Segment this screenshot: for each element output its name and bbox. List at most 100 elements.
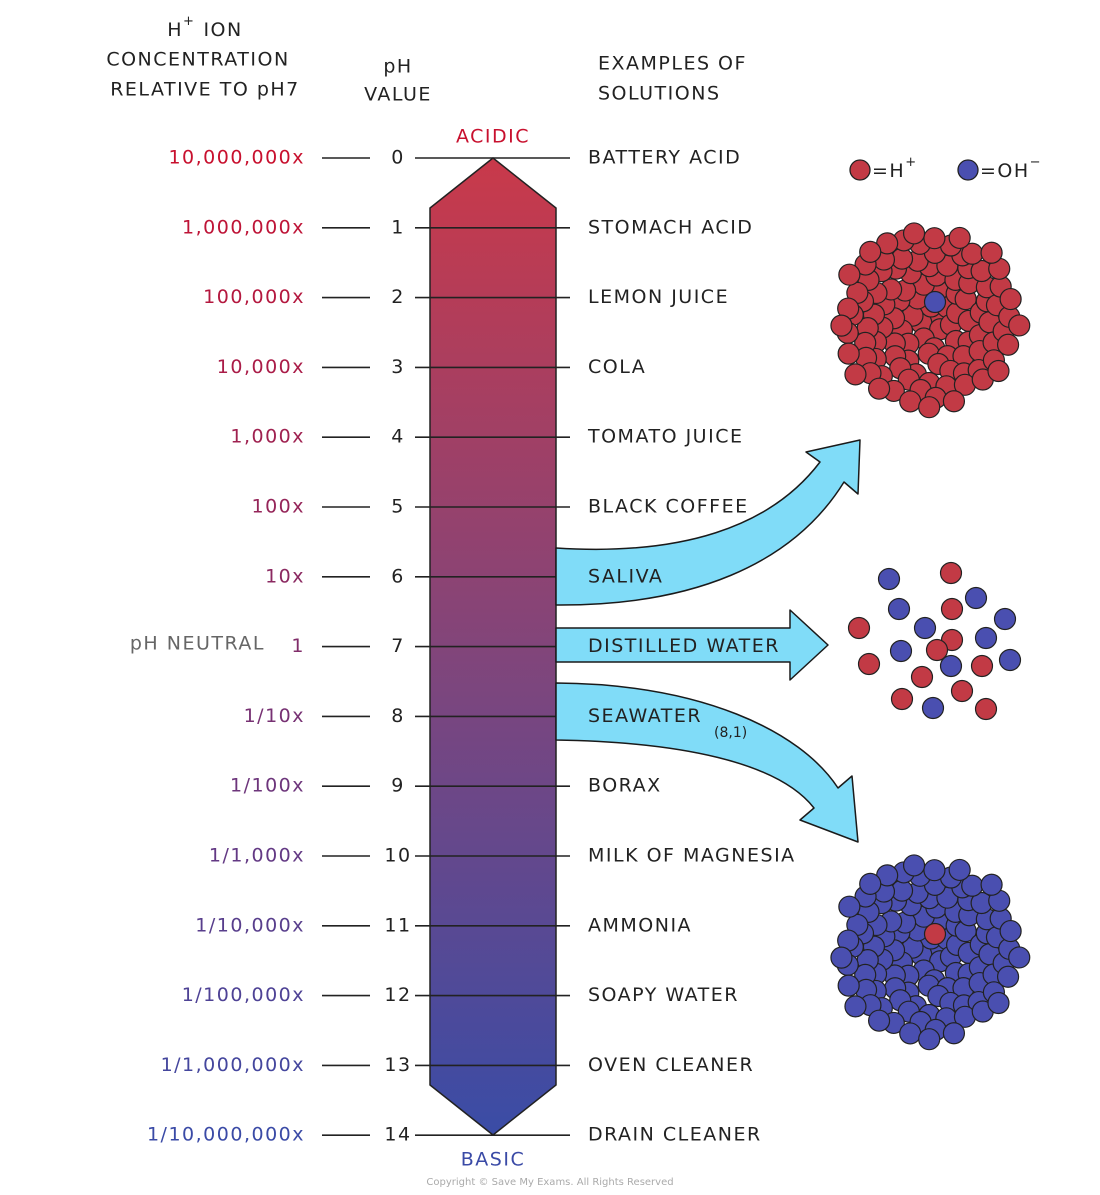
legend-oh-icon (957, 159, 979, 181)
particle (942, 1022, 966, 1045)
particle (999, 287, 1022, 311)
particle (859, 872, 882, 895)
particle (974, 626, 998, 650)
ph-value: 12 (384, 984, 411, 1006)
particle (923, 290, 947, 314)
ph-value: 6 (391, 565, 405, 587)
example: DISTILLED WATER (588, 635, 780, 657)
particle (942, 390, 966, 413)
ph-header-2: VALUE (364, 84, 432, 106)
particle (890, 687, 914, 711)
particle (993, 607, 1017, 631)
legend-oh: =OH− (980, 155, 1042, 182)
example: LEMON JUICE (588, 286, 729, 308)
particle (918, 396, 941, 419)
particle (970, 654, 994, 678)
particle (1008, 314, 1031, 337)
particle (902, 854, 926, 877)
example: DRAIN CLEANER (588, 1124, 762, 1146)
ph-value: 1 (391, 216, 405, 238)
concentration: 1/10x (244, 705, 305, 727)
example: MILK OF MAGNESIA (588, 845, 796, 867)
example: AMMONIA (588, 914, 692, 936)
seawater-note: (8,1) (714, 725, 747, 741)
particle (857, 652, 881, 676)
concentration: 10,000x (217, 356, 305, 378)
ph-value: 5 (391, 496, 405, 518)
particle (918, 1028, 941, 1051)
particle (950, 679, 974, 703)
example: COLA (588, 356, 646, 378)
arrow-acid (555, 439, 861, 606)
particle (939, 561, 963, 585)
ph-value: 9 (391, 775, 405, 797)
concentration: 10,000,000x (168, 147, 305, 169)
particle (913, 616, 937, 640)
concentration: 1,000x (230, 426, 305, 448)
concentration: 1/100x (230, 775, 305, 797)
ph-value: 13 (384, 1054, 411, 1076)
particle (830, 946, 853, 969)
particle (996, 965, 1020, 988)
example: STOMACH ACID (588, 216, 753, 238)
particle (889, 639, 913, 663)
legend-h-text: =H (872, 160, 905, 182)
particle (867, 1009, 891, 1032)
concentration: 1/1,000,000x (161, 1054, 305, 1076)
copyright: Copyright © Save My Exams. All Rights Re… (426, 1177, 673, 1188)
example: BORAX (588, 775, 662, 797)
example: OVEN CLEANER (588, 1054, 754, 1076)
concentration: 1 (291, 635, 305, 657)
ion: ION (203, 19, 242, 41)
legend-h-icon (849, 159, 871, 181)
ph-value: 4 (391, 426, 405, 448)
ph-value: 0 (391, 147, 405, 169)
concentration: 1/1,000x (209, 845, 305, 867)
particle (999, 919, 1022, 943)
ph-value: 10 (384, 845, 411, 867)
particle (844, 363, 867, 386)
example: BATTERY ACID (588, 147, 741, 169)
concentration: 1,000,000x (182, 216, 305, 238)
particle (980, 241, 1003, 264)
ph-value: 14 (384, 1124, 411, 1146)
particle (980, 873, 1003, 896)
basic-label: BASIC (461, 1149, 525, 1171)
particle (923, 859, 946, 882)
particle (948, 226, 971, 250)
particle (910, 665, 934, 689)
particle (974, 697, 998, 721)
neutral-label: pH NEUTRAL (130, 633, 265, 655)
particle (830, 314, 853, 337)
particle (837, 974, 860, 997)
acidic-label: ACIDIC (456, 126, 530, 148)
ph-value: 2 (391, 286, 405, 308)
concentration: 100,000x (203, 286, 305, 308)
particle (964, 586, 988, 610)
particle (844, 995, 867, 1018)
example: SALIVA (588, 565, 663, 587)
concentration: 1/10,000,000x (147, 1124, 305, 1146)
particle (877, 567, 901, 591)
ph-value: 3 (391, 356, 405, 378)
example: TOMATO JUICE (587, 426, 743, 448)
particle (923, 922, 947, 946)
particle (838, 263, 861, 286)
concentration: 100x (251, 496, 305, 518)
particle (1008, 946, 1031, 969)
particle (925, 638, 949, 662)
examples-header-1: EXAMPLES OF (598, 53, 747, 75)
particle (887, 597, 911, 621)
ph-header-1: pH (383, 56, 412, 78)
concentration: 10x (265, 565, 305, 587)
concentration: 1/100,000x (182, 984, 305, 1006)
example: BLACK COFFEE (588, 496, 749, 518)
ph-value: 8 (391, 705, 405, 727)
conc-header-2: CONCENTRATION (106, 49, 289, 71)
legend-h: =H+ (872, 155, 918, 182)
conc-header-3: RELATIVE TO pH7 (110, 79, 300, 101)
particle (940, 597, 964, 621)
particle (847, 616, 871, 640)
particle (921, 696, 945, 720)
conc-header-1: H+ ION (167, 14, 242, 41)
